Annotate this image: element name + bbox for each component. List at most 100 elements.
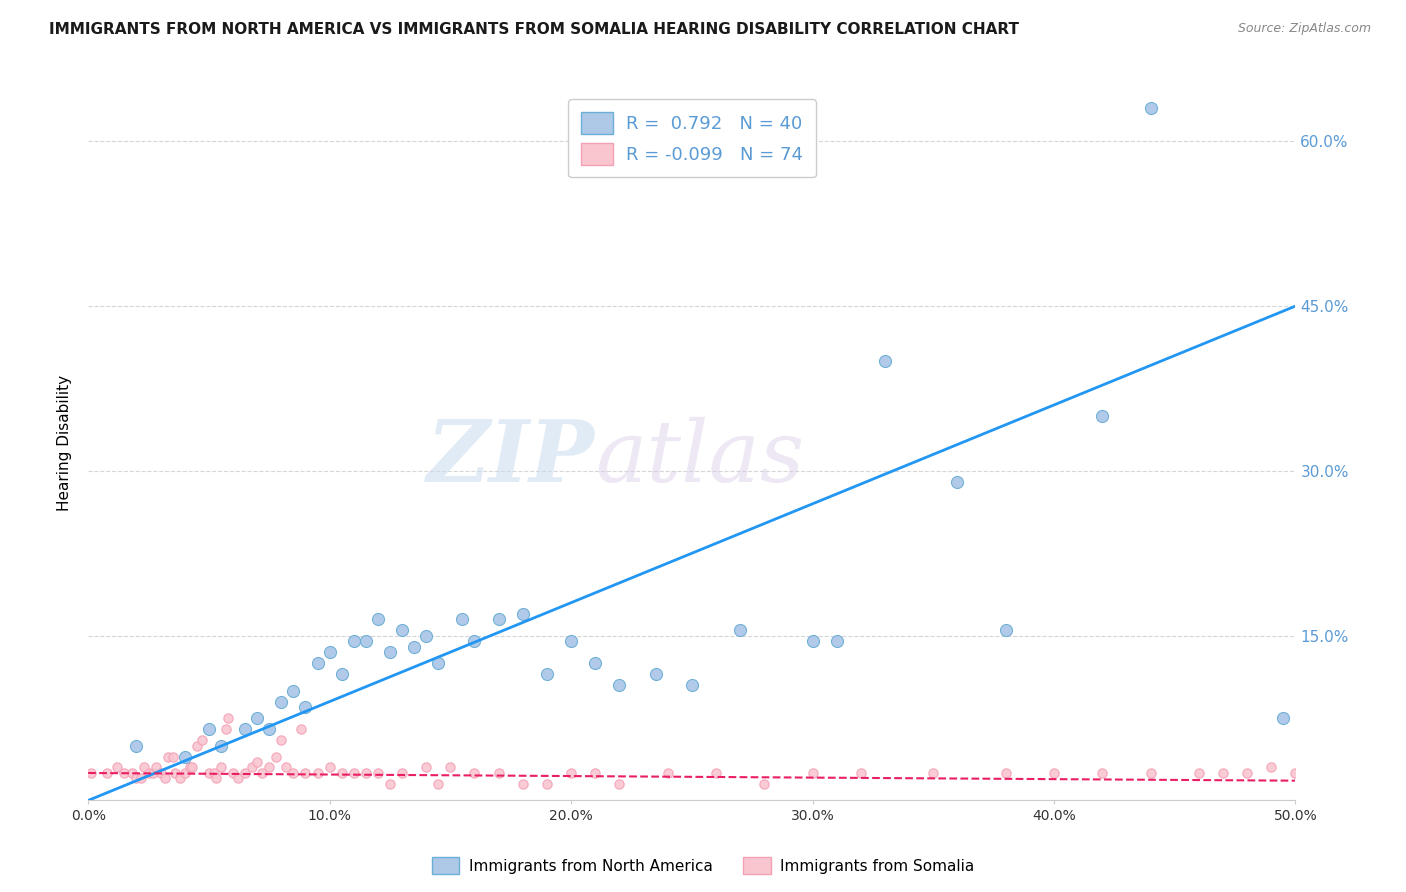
Point (1272, 711, 1295, 725)
Legend: R =  0.792   N = 40, R = -0.099   N = 74: R = 0.792 N = 40, R = -0.099 N = 74 (568, 99, 815, 178)
Point (105, 760, 128, 774)
Point (138, 766, 160, 780)
Point (186, 739, 208, 753)
Point (162, 749, 184, 764)
Point (79, 766, 101, 780)
Point (165, 766, 187, 780)
Point (173, 766, 195, 780)
Point (609, 678, 631, 692)
Point (240, 760, 263, 774)
Point (222, 766, 245, 780)
Point (1188, 766, 1211, 780)
Point (215, 722, 238, 736)
Point (946, 475, 969, 489)
Point (257, 760, 280, 774)
Point (270, 733, 292, 747)
Point (1260, 760, 1282, 774)
Point (704, 766, 727, 780)
Point (427, 777, 450, 791)
Point (391, 766, 413, 780)
Point (728, 623, 751, 637)
Point (681, 678, 703, 692)
Point (1043, 766, 1066, 780)
Point (1236, 766, 1258, 780)
Point (1139, 101, 1161, 115)
Point (173, 749, 195, 764)
Point (657, 766, 679, 780)
Point (217, 711, 239, 725)
Y-axis label: Hearing Disability: Hearing Disability (58, 376, 72, 511)
Point (1091, 766, 1114, 780)
Point (1212, 766, 1234, 780)
Point (145, 760, 167, 774)
Point (512, 777, 534, 791)
Point (179, 760, 201, 774)
Point (343, 634, 366, 648)
Point (994, 623, 1017, 637)
Point (801, 634, 824, 648)
Point (391, 623, 413, 637)
Point (283, 683, 305, 698)
Point (801, 766, 824, 780)
Point (849, 766, 872, 780)
Text: IMMIGRANTS FROM NORTH AMERICA VS IMMIGRANTS FROM SOMALIA HEARING DISABILITY CORR: IMMIGRANTS FROM NORTH AMERICA VS IMMIGRA… (49, 22, 1019, 37)
Point (142, 766, 165, 780)
Point (283, 766, 305, 780)
Point (463, 766, 485, 780)
Point (226, 772, 249, 786)
Point (121, 766, 143, 780)
Point (354, 634, 377, 648)
Point (246, 755, 269, 769)
Point (125, 739, 148, 753)
Point (439, 760, 461, 774)
Point (825, 634, 848, 648)
Point (367, 612, 389, 626)
Point (560, 766, 582, 780)
Point (378, 645, 401, 659)
Point (330, 667, 353, 681)
Text: Source: ZipAtlas.com: Source: ZipAtlas.com (1237, 22, 1371, 36)
Point (257, 722, 280, 736)
Point (307, 656, 329, 670)
Point (354, 766, 377, 780)
Point (307, 766, 329, 780)
Point (1284, 766, 1306, 780)
Point (330, 766, 353, 780)
Point (276, 760, 298, 774)
Point (181, 760, 204, 774)
Point (294, 700, 316, 714)
Point (536, 667, 558, 681)
Point (169, 772, 191, 786)
Point (149, 766, 172, 780)
Point (488, 612, 510, 626)
Point (922, 766, 945, 780)
Point (202, 766, 225, 780)
Point (198, 722, 221, 736)
Point (209, 739, 232, 753)
Point (156, 749, 179, 764)
Point (112, 766, 135, 780)
Point (415, 629, 437, 643)
Point (378, 777, 401, 791)
Point (994, 766, 1017, 780)
Point (198, 766, 221, 780)
Text: ZIP: ZIP (427, 416, 595, 500)
Point (205, 772, 228, 786)
Point (233, 722, 256, 736)
Point (129, 772, 152, 786)
Point (488, 766, 510, 780)
Point (583, 656, 606, 670)
Point (290, 722, 312, 736)
Point (367, 766, 389, 780)
Point (427, 656, 450, 670)
Point (125, 772, 148, 786)
Point (132, 760, 155, 774)
Point (463, 634, 485, 648)
Point (451, 612, 474, 626)
Point (536, 777, 558, 791)
Point (318, 645, 340, 659)
Point (190, 733, 212, 747)
Point (270, 695, 292, 709)
Point (404, 640, 426, 654)
Point (246, 711, 269, 725)
